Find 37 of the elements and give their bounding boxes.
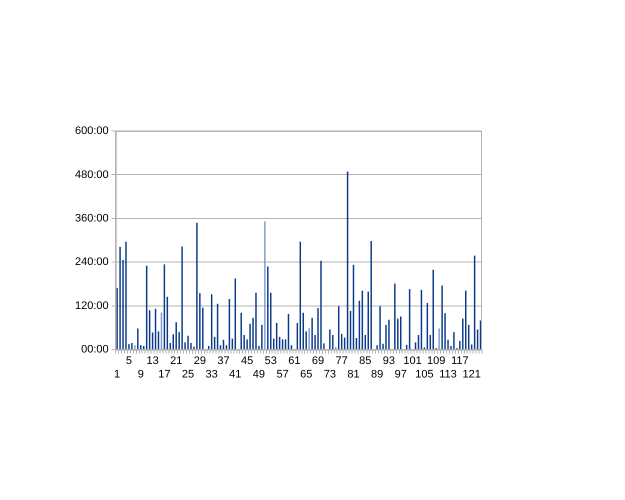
x-tick-label: 85 — [359, 355, 372, 368]
x-tick-label: 65 — [300, 368, 312, 380]
x-tick-label: 81 — [347, 368, 360, 380]
y-tick-label: 120:00 — [74, 300, 109, 312]
x-tick-label: 57 — [276, 368, 289, 380]
x-tick-label: 9 — [138, 368, 144, 380]
x-tick-label: 17 — [158, 368, 171, 380]
x-tick-label: 73 — [324, 368, 336, 380]
x-tick-label: 13 — [146, 355, 159, 368]
y-tick-label: 360:00 — [74, 212, 109, 224]
x-tick-label: 121 — [462, 368, 481, 380]
x-tick-label: 97 — [394, 368, 407, 380]
x-tick-label: 113 — [439, 368, 457, 380]
x-tick-label: 5 — [126, 355, 132, 368]
y-tick-label: 600:00 — [74, 125, 109, 138]
x-tick-label: 93 — [382, 355, 396, 368]
x-tick-label: 109 — [427, 355, 446, 368]
x-tick-label: 41 — [229, 368, 242, 380]
x-tick-label: 45 — [240, 355, 254, 368]
x-tick-label: 37 — [217, 355, 230, 368]
y-tick-label: 480:00 — [74, 168, 109, 181]
x-tick-label: 77 — [336, 355, 348, 368]
x-tick-label: 1 — [114, 368, 120, 380]
y-tick-label: 00:00 — [81, 344, 109, 356]
x-tick-label: 89 — [370, 368, 384, 380]
x-tick-label: 105 — [415, 368, 434, 380]
y-tick-label: 240:00 — [74, 256, 109, 268]
x-tick-label: 101 — [403, 355, 422, 368]
x-tick-label: 33 — [206, 368, 218, 380]
x-tick-label: 49 — [252, 368, 266, 380]
x-tick-label: 117 — [451, 355, 469, 368]
x-tick-label: 69 — [312, 355, 324, 368]
x-tick-label: 25 — [182, 368, 194, 380]
x-tick-label: 29 — [194, 355, 206, 368]
x-tick-label: 61 — [288, 355, 301, 368]
x-tick-label: 21 — [170, 355, 182, 368]
x-tick-label: 53 — [264, 355, 277, 368]
